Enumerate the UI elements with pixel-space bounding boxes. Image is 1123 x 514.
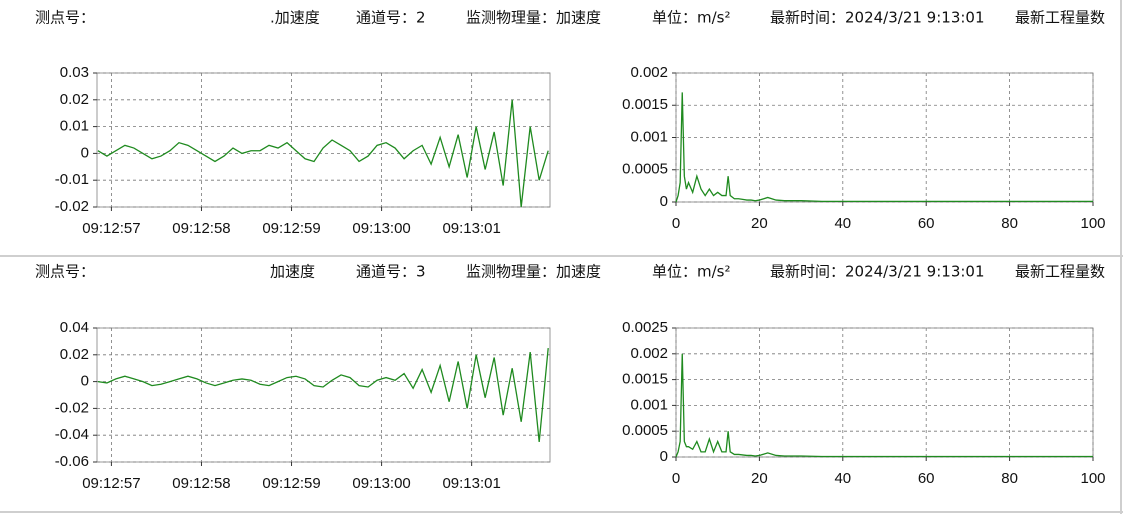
y-tick-label: -0.01 [55,171,89,188]
y-tick-label: -0.06 [55,453,89,470]
x-tick-label: 40 [834,470,851,487]
y-tick-label: -0.04 [55,426,89,443]
header-point-label: 测点号： [35,9,95,27]
data-line [97,99,549,208]
header-value-label: 最新工程量数 [1015,263,1105,281]
data-line [675,353,1093,458]
x-tick-label: 09:12:59 [262,475,320,492]
y-tick-label: 0.01 [60,118,89,135]
header-unit: 单位：m/s² [652,9,731,27]
y-tick-label: 0.0005 [622,422,668,439]
x-tick-label: 09:13:00 [352,220,410,237]
header-channel: 通道号：3 [356,263,426,281]
y-tick-label: 0.0025 [622,319,668,336]
y-tick-label: 0.03 [60,64,89,81]
header-value-label: 最新工程量数 [1015,9,1105,27]
x-tick-label: 0 [672,470,680,487]
y-tick-label: 0.04 [60,319,89,336]
x-tick-label: 60 [918,470,935,487]
y-tick-label: 0 [660,193,668,210]
y-tick-label: 0.002 [630,345,668,362]
y-tick-label: 0.002 [630,64,668,81]
x-tick-label: 100 [1080,215,1105,232]
y-tick-label: 0 [660,448,668,465]
x-tick-label: 09:12:58 [172,220,230,237]
x-tick-label: 09:13:01 [442,475,500,492]
y-tick-label: 0.001 [630,396,668,413]
header-point-label: 测点号： [35,263,95,281]
x-tick-label: 09:13:01 [442,220,500,237]
y-tick-label: 0 [81,144,89,161]
y-tick-label: 0.001 [630,128,668,145]
y-tick-label: 0 [81,373,89,390]
header-channel: 通道号：2 [356,9,426,27]
x-tick-label: 60 [918,215,935,232]
header-quantity: 监测物理量：加速度 [466,263,601,281]
x-tick-label: 09:12:59 [262,220,320,237]
x-tick-label: 09:13:00 [352,475,410,492]
plot-frame [96,72,551,208]
header-name: 加速度 [270,263,315,281]
x-tick-label: 100 [1080,470,1105,487]
x-tick-label: 80 [1001,470,1018,487]
y-tick-label: 0.0005 [622,161,668,178]
x-tick-label: 80 [1001,215,1018,232]
header-unit: 单位：m/s² [652,263,731,281]
header-name: .加速度 [270,9,320,27]
header-time: 最新时间：2024/3/21 9:13:01 [770,263,985,281]
x-tick-label: 09:12:57 [82,220,140,237]
x-tick-label: 20 [751,470,768,487]
x-tick-label: 09:12:58 [172,475,230,492]
x-tick-label: 0 [672,215,680,232]
y-tick-label: 0.02 [60,346,89,363]
x-tick-label: 20 [751,215,768,232]
y-tick-label: -0.02 [55,198,89,215]
y-tick-label: -0.02 [55,399,89,416]
x-tick-label: 09:12:57 [82,475,140,492]
y-tick-label: 0.0015 [622,371,668,388]
data-line [97,348,549,442]
header-quantity: 监测物理量：加速度 [466,9,601,27]
plot-frame [96,327,551,463]
header-time: 最新时间：2024/3/21 9:13:01 [770,9,985,27]
data-line [675,92,1093,203]
y-tick-label: 0.0015 [622,96,668,113]
x-tick-label: 40 [834,215,851,232]
y-tick-label: 0.02 [60,91,89,108]
